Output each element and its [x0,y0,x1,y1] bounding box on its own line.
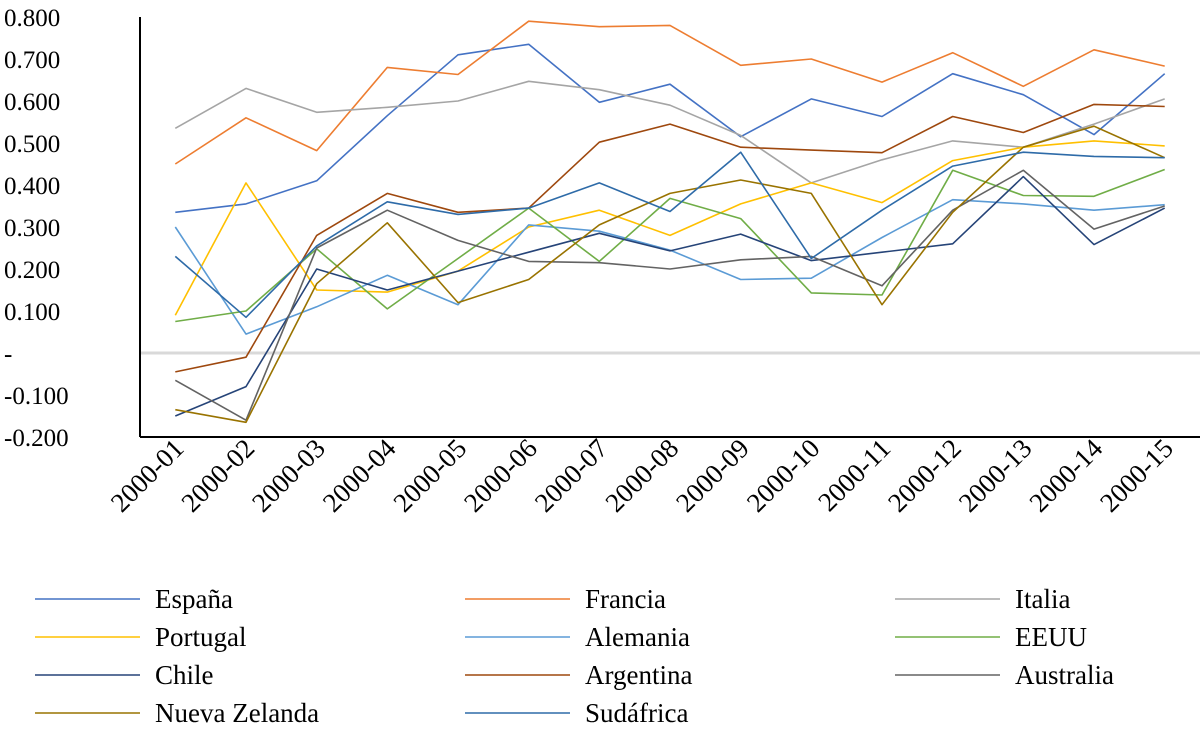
series-line-españa [175,43,1166,214]
y-tick-label: 0.700 [4,47,60,74]
x-tick-label: 2000-07 [529,433,614,518]
x-axis-ticks: 2000-012000-022000-032000-042000-052000-… [105,433,1179,518]
x-tick-label: 2000-04 [317,433,402,518]
legend-label: Francia [585,584,666,614]
series-line-sudáfrica [174,151,1165,319]
legend-label: Nueva Zelanda [155,698,319,728]
y-axis-ticks: 0.800 0.700 0.600 0.500 0.400 0.300 0.200 0.100… [4,5,69,452]
legend-label: Italia [1015,584,1070,614]
x-tick-label: 2000-02 [175,433,260,518]
legend-label: Sudáfrica [585,698,688,728]
y-tick-label: 0.200 [4,257,60,284]
y-tick-label: -0.100 [4,383,69,410]
y-tick-label: 0.300 [4,215,60,242]
y-tick-label: - [4,341,12,368]
x-tick-label: 2000-06 [458,433,543,518]
y-tick-label: -0.200 [4,425,69,452]
y-tick-label: 0.500 [4,131,60,158]
axes [139,17,1200,438]
x-tick-label: 2000-09 [670,433,755,518]
series-line-francia [174,20,1165,165]
x-tick-label: 2000-01 [105,433,190,518]
legend-label: Chile [155,660,214,690]
series-lines [174,20,1166,424]
y-tick-label: 0.800 [4,5,60,32]
x-tick-label: 2000-14 [1023,433,1108,518]
legend-label: EEUU [1015,622,1087,652]
series-line-australia [174,169,1165,422]
series-line-italia [174,80,1165,184]
legend: España Francia Italia Portugal Alemania EEUU C… [35,584,1114,728]
series-line-alemania [174,198,1165,335]
series-line-portugal [174,140,1165,316]
x-tick-label: 2000-03 [246,433,331,518]
legend-label: Alemania [585,622,690,652]
y-tick-label: 0.100 [4,299,60,326]
legend-label: Argentina [585,660,692,690]
x-tick-label: 2000-10 [741,433,826,518]
series-line-argentina [175,103,1165,373]
x-tick-label: 2000-13 [953,433,1038,518]
x-tick-label: 2000-12 [882,433,967,518]
series-line-nueva-zelanda [175,125,1166,424]
y-tick-label: 0.600 [4,89,60,116]
legend-label: España [155,584,233,614]
y-tick-label: 0.400 [4,173,60,200]
legend-label: Portugal [155,622,247,652]
x-tick-label: 2000-15 [1094,433,1179,518]
x-tick-label: 2000-11 [812,433,896,517]
x-tick-label: 2000-05 [387,433,472,518]
series-line-chile [174,175,1166,417]
series-line-eeuu [175,168,1165,323]
legend-label: Australia [1015,660,1114,690]
x-tick-label: 2000-08 [599,433,684,518]
